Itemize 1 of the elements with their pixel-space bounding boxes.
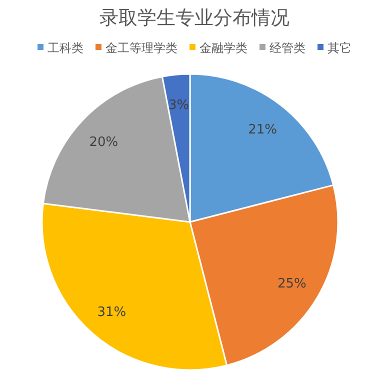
title: 录取学生专业分布情况 xyxy=(100,7,290,29)
